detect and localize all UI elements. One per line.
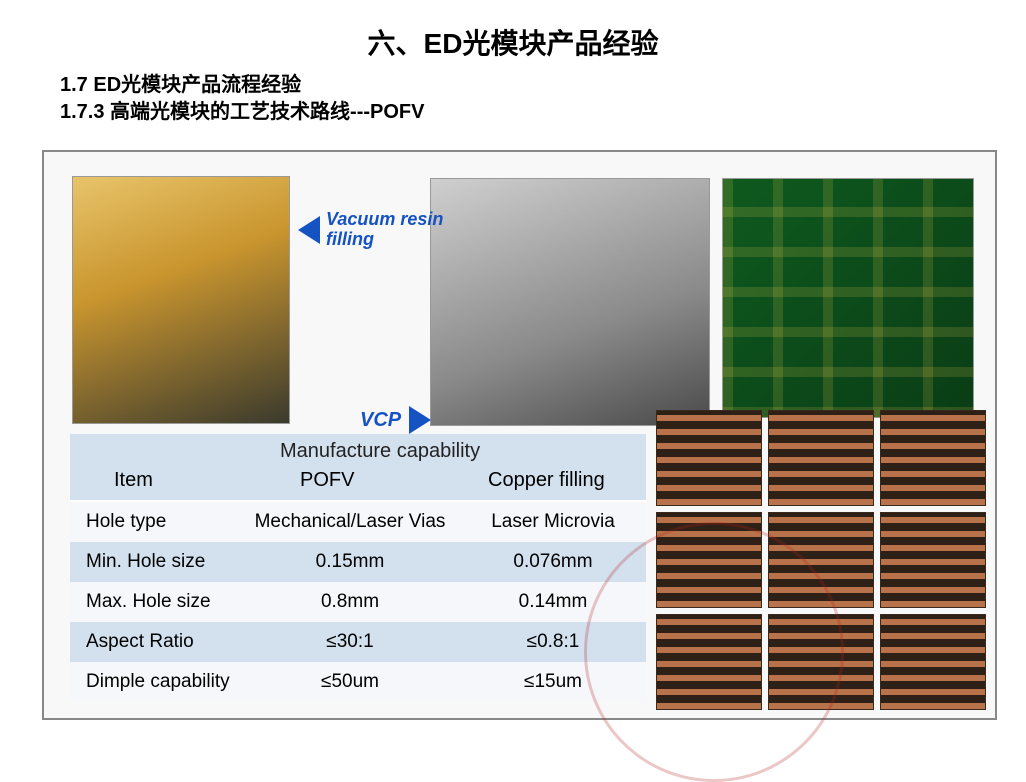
col-1: POFV [300, 469, 354, 492]
cell-c2: 0.076mm [460, 551, 646, 573]
table-row: Aspect Ratio ≤30:1 ≤0.8:1 [70, 622, 646, 662]
arrow-right-icon [409, 406, 431, 434]
thumb-cross-section [656, 512, 762, 608]
vcp-label: VCP [360, 409, 401, 432]
arrow-left-icon [298, 216, 320, 244]
cell-item: Aspect Ratio [70, 631, 240, 653]
table-row: Hole type Mechanical/Laser Vias Laser Mi… [70, 502, 646, 542]
callout-vcp: VCP [360, 406, 431, 434]
thumb-cross-section [656, 410, 762, 506]
photo-vacuum-resin-machine [72, 176, 290, 424]
cell-item: Min. Hole size [70, 551, 240, 573]
vacuum-label-line1: Vacuum resin [326, 210, 443, 230]
cell-c1: ≤30:1 [240, 631, 460, 653]
thumb-cross-section [768, 614, 874, 710]
thumb-cross-section [656, 614, 762, 710]
col-2: Copper filling [488, 469, 605, 492]
cell-c2: ≤0.8:1 [460, 631, 646, 653]
cell-c2: 0.14mm [460, 591, 646, 613]
photo-vcp-line [430, 178, 710, 426]
cross-section-thumbnails [656, 410, 986, 710]
thumb-cross-section [880, 512, 986, 608]
page-title: 六、ED光模块产品经验 [0, 0, 1026, 62]
table-row: Dimple capability ≤50um ≤15um [70, 662, 646, 702]
col-item: Item [114, 469, 153, 492]
table-header: Manufacture capability Item POFV Copper … [70, 434, 646, 502]
cell-c1: 0.15mm [240, 551, 460, 573]
image-row: Vacuum resin filling VCP [72, 176, 972, 426]
header-span: Manufacture capability [280, 440, 480, 463]
subtitle-1: 1.7 ED光模块产品流程经验 [60, 72, 1026, 99]
thumb-cross-section [768, 512, 874, 608]
cell-c2: Laser Microvia [460, 511, 646, 533]
cell-c1: 0.8mm [240, 591, 460, 613]
content-frame: Vacuum resin filling VCP Manufacture cap… [42, 150, 997, 720]
table-row: Min. Hole size 0.15mm 0.076mm [70, 542, 646, 582]
vacuum-label-line2: filling [326, 230, 443, 250]
thumb-cross-section [880, 614, 986, 710]
cell-item: Hole type [70, 511, 240, 533]
subtitle-2: 1.7.3 高端光模块的工艺技术路线---POFV [60, 99, 1026, 126]
photo-pcb-panel [722, 178, 974, 418]
cell-item: Max. Hole size [70, 591, 240, 613]
thumb-cross-section [880, 410, 986, 506]
thumb-cross-section [768, 410, 874, 506]
cell-c1: Mechanical/Laser Vias [240, 511, 460, 533]
capability-table: Manufacture capability Item POFV Copper … [70, 434, 646, 702]
cell-c1: ≤50um [240, 671, 460, 693]
table-row: Max. Hole size 0.8mm 0.14mm [70, 582, 646, 622]
callout-vacuum-resin: Vacuum resin filling [298, 210, 443, 250]
cell-item: Dimple capability [70, 671, 240, 693]
cell-c2: ≤15um [460, 671, 646, 693]
